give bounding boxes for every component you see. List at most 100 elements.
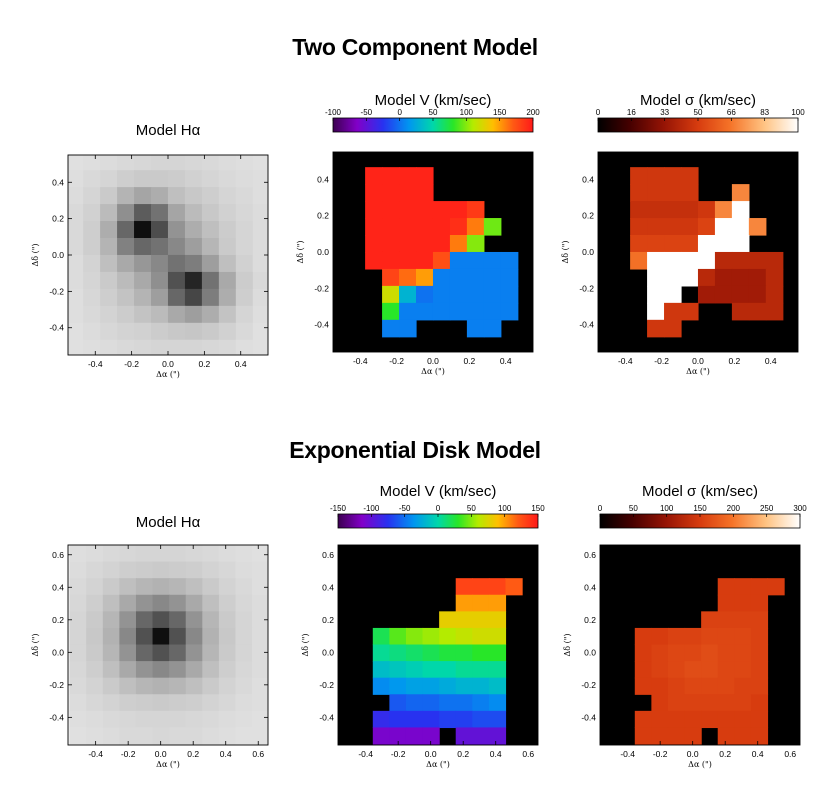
heatmap-cell xyxy=(184,288,203,307)
heatmap-cell xyxy=(382,184,400,202)
heatmap-cell xyxy=(697,251,716,270)
heatmap-cell xyxy=(134,238,152,256)
heatmap-cell xyxy=(252,578,268,596)
colorbar-tick-label: 150 xyxy=(693,504,707,513)
heatmap-cell xyxy=(152,644,170,662)
heatmap-cell xyxy=(681,268,699,287)
heatmap-cell xyxy=(201,254,220,273)
colorbar-tick-label: 66 xyxy=(727,108,736,117)
heatmap-cell xyxy=(151,305,169,324)
y-tick-label: 0.4 xyxy=(584,582,596,592)
heatmap-cell xyxy=(483,285,502,304)
x-tick-label: 0.4 xyxy=(490,749,502,759)
heatmap-cell xyxy=(483,251,502,270)
colorbar-tick-label: 50 xyxy=(694,108,703,117)
heatmap-cell xyxy=(717,727,735,745)
x-axis-label: Δα (") xyxy=(156,370,180,379)
heatmap-cell xyxy=(202,561,220,579)
heatmap-cell xyxy=(449,218,468,236)
heatmap-cell xyxy=(135,627,154,646)
heatmap-cell xyxy=(152,661,170,679)
heatmap-cell xyxy=(252,204,268,222)
heatmap-cell xyxy=(100,254,118,273)
panel-title: Model Hα xyxy=(136,514,201,531)
plot-frame xyxy=(597,151,799,353)
heatmap-cell xyxy=(218,339,237,355)
heatmap-cell xyxy=(235,155,254,171)
heatmap-cell xyxy=(466,201,485,219)
heatmap-cell xyxy=(202,611,220,629)
heatmap-cell xyxy=(201,322,220,341)
heatmap-cell xyxy=(483,268,502,287)
heatmap-cells xyxy=(365,167,519,338)
heatmap-cell xyxy=(734,661,752,679)
heatmap-cell xyxy=(405,644,424,662)
heatmap-cell xyxy=(748,251,767,270)
heatmap-cell xyxy=(152,611,170,629)
heatmap-cell xyxy=(202,545,220,563)
y-tick-label: 0.2 xyxy=(322,615,334,625)
heatmap-cell xyxy=(86,661,104,679)
y-tick-label: 0.4 xyxy=(322,582,334,592)
heatmap-cell xyxy=(252,271,268,290)
heatmap-cell xyxy=(151,221,169,239)
heatmap-cell xyxy=(399,319,417,338)
colorbar-tick-label: -100 xyxy=(363,504,380,513)
heatmap-cell xyxy=(252,727,268,745)
colorbar-tick-label: 50 xyxy=(467,504,476,513)
heatmap-cell xyxy=(185,627,203,646)
heatmap-cell xyxy=(68,170,84,188)
heatmap-cell xyxy=(201,271,220,290)
heatmap-cell xyxy=(389,661,407,679)
y-tick-label: -0.4 xyxy=(319,712,334,722)
heatmap-cell xyxy=(100,238,118,256)
heatmap-cell xyxy=(252,305,268,324)
heatmap-cell xyxy=(432,268,451,287)
heatmap-cell xyxy=(252,288,268,307)
heatmap-cell xyxy=(135,677,154,695)
heatmap-cell xyxy=(167,170,186,188)
heatmap-cell xyxy=(717,710,735,729)
heatmap-cell xyxy=(651,644,669,662)
heatmap-cell xyxy=(731,285,750,304)
heatmap-cell xyxy=(382,251,400,270)
heatmap-cell xyxy=(252,694,268,712)
heatmap-cell xyxy=(717,694,735,712)
heatmap-cell xyxy=(202,694,220,712)
heatmap-cell xyxy=(472,710,490,729)
heatmap-cell xyxy=(252,339,268,355)
heatmap-cell xyxy=(235,694,253,712)
heatmap-cell xyxy=(750,710,769,729)
x-tick-label: -0.2 xyxy=(653,749,668,759)
heatmap-cell xyxy=(717,661,735,679)
heatmap-cell xyxy=(647,184,665,202)
x-axis-label: Δα (") xyxy=(156,760,180,769)
heatmap-cell xyxy=(218,727,237,745)
heatmap-cell xyxy=(83,187,101,205)
heatmap-cell xyxy=(151,155,169,171)
heatmap-cell xyxy=(218,578,237,596)
heatmap-cell xyxy=(634,644,652,662)
heatmap-cell xyxy=(235,677,253,695)
heatmap-cell xyxy=(399,218,417,236)
heatmap-cell xyxy=(667,644,686,662)
heatmap-cell xyxy=(500,285,519,304)
heatmap-cell xyxy=(235,305,254,324)
y-tick-label: -0.2 xyxy=(49,286,64,296)
x-tick-label: -0.2 xyxy=(391,749,406,759)
heatmap-cell xyxy=(416,302,434,321)
heatmap-cell xyxy=(731,302,750,321)
heatmap-cell xyxy=(372,644,390,662)
heatmap-cell xyxy=(185,545,203,563)
heatmap-cell xyxy=(169,627,187,646)
heatmap-cell xyxy=(449,235,468,253)
heatmap-cell xyxy=(455,727,473,745)
heatmap-cell xyxy=(750,578,769,596)
heatmap-cell xyxy=(432,285,451,304)
heatmap-cell xyxy=(466,302,485,321)
heatmap-cell xyxy=(731,268,750,287)
x-tick-label: -0.4 xyxy=(620,749,635,759)
x-tick-label: 0.4 xyxy=(220,749,232,759)
heatmap-cell xyxy=(167,221,186,239)
heatmap-cell xyxy=(684,710,702,729)
